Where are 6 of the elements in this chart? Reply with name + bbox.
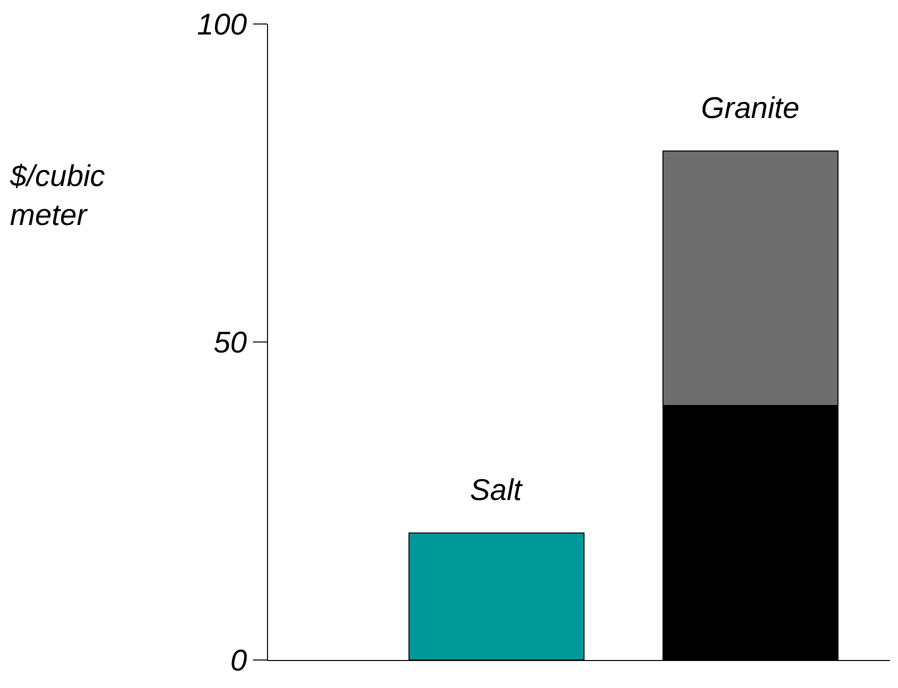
x-tick-label: Salt: [470, 474, 524, 507]
y-tick-label: 50: [214, 326, 248, 360]
y-axis-title: $/cubic meter: [9, 160, 106, 232]
y-tick-label: 100: [196, 8, 248, 42]
y-tick-label: 0: [230, 644, 248, 678]
x-tick-label: Granite: [701, 92, 800, 125]
